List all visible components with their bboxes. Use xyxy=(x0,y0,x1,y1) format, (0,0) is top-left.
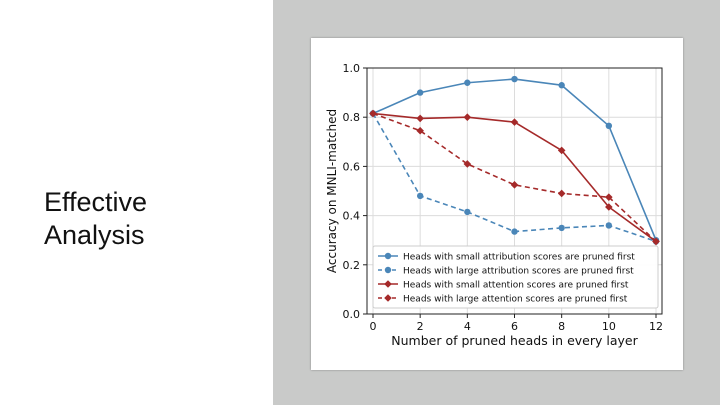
data-point xyxy=(464,79,471,86)
slide-title-line-2: Analysis xyxy=(44,220,145,250)
data-point xyxy=(369,109,377,118)
legend-marker xyxy=(384,252,392,260)
slide-title-line-1: Effective xyxy=(44,187,148,217)
data-point xyxy=(557,189,566,198)
y-tick-label: 0.8 xyxy=(343,111,361,124)
data-point xyxy=(416,192,424,200)
legend-item: Heads with small attribution scores are … xyxy=(378,253,635,263)
data-point xyxy=(558,224,565,232)
data-point xyxy=(558,82,565,89)
data-point xyxy=(557,146,566,155)
legend-label: Heads with small attention scores are pr… xyxy=(403,281,629,291)
data-point xyxy=(605,193,613,201)
data-point xyxy=(605,203,613,211)
y-tick-label: 0.0 xyxy=(343,308,361,321)
data-point xyxy=(510,118,519,126)
data-point xyxy=(605,122,613,130)
legend-label: Heads with large attribution scores are … xyxy=(403,267,634,277)
data-point xyxy=(463,160,472,168)
y-tick-label: 0.2 xyxy=(343,259,361,272)
y-axis-label: Accuracy on MNLI-matched xyxy=(325,109,339,273)
y-tick-label: 0.6 xyxy=(343,160,361,173)
data-point xyxy=(511,75,518,83)
data-point xyxy=(605,222,613,229)
x-tick-label: 2 xyxy=(417,320,424,333)
x-tick-label: 0 xyxy=(370,320,377,333)
line-chart: 0.0 0.2 0.4 0.6 0.8 1.0 0 2 4 6 8 10 12 Accuracy on … xyxy=(325,62,664,348)
slide-title: Effective Analysis xyxy=(44,186,147,252)
data-point xyxy=(511,228,518,235)
axis-ticks: 0.0 0.2 0.4 0.6 0.8 1.0 0 2 4 6 8 10 12 xyxy=(343,62,664,333)
legend-marker xyxy=(384,280,392,288)
x-tick-label: 8 xyxy=(558,320,565,333)
data-point xyxy=(510,181,519,189)
x-tick-label: 12 xyxy=(649,320,663,333)
y-tick-label: 0.4 xyxy=(343,210,361,223)
legend-label: Heads with large attention scores are pr… xyxy=(403,295,628,305)
data-point xyxy=(416,89,424,96)
x-tick-label: 10 xyxy=(602,320,616,333)
slide-left-panel: Effective Analysis xyxy=(0,0,273,405)
legend-label: Heads with small attribution scores are … xyxy=(403,253,635,263)
chart-figure: 0.0 0.2 0.4 0.6 0.8 1.0 0 2 4 6 8 10 12 Accuracy on … xyxy=(311,38,683,370)
legend-marker xyxy=(384,266,392,274)
legend-item: Heads with small attention scores are pr… xyxy=(378,280,629,291)
data-point xyxy=(416,114,424,123)
y-tick-label: 1.0 xyxy=(343,62,361,75)
x-tick-label: 4 xyxy=(464,320,471,333)
x-axis-label: Number of pruned heads in every layer xyxy=(391,333,638,348)
legend-item: Heads with large attention scores are pr… xyxy=(378,294,628,305)
data-point xyxy=(464,208,471,216)
legend-box xyxy=(372,245,659,309)
x-tick-label: 6 xyxy=(511,320,518,333)
legend-marker xyxy=(384,294,392,302)
data-point xyxy=(463,113,472,121)
legend-item: Heads with large attribution scores are … xyxy=(378,267,634,277)
legend: Heads with small attribution scores are … xyxy=(372,245,659,309)
